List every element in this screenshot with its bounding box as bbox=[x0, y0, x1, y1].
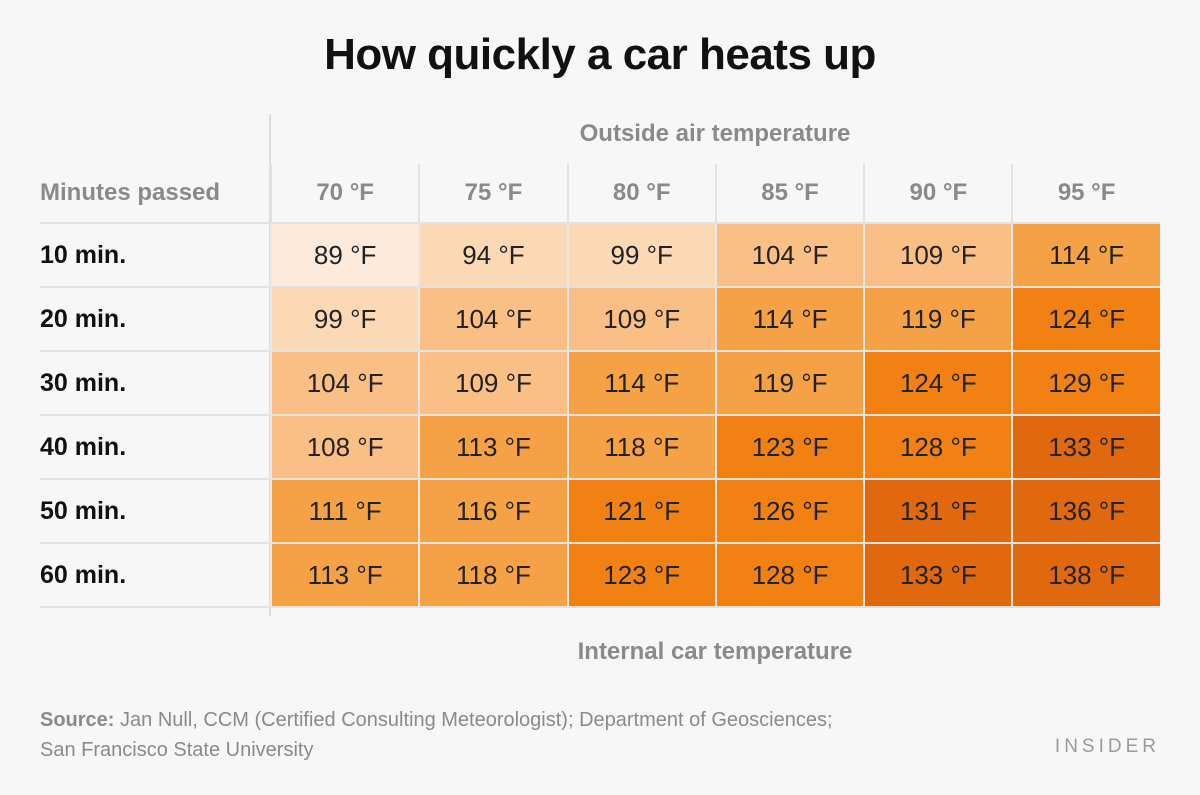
heatmap-cell: 114 °F bbox=[1011, 224, 1160, 286]
table-row: 20 min. 99 °F 104 °F 109 °F 114 °F 119 °F 124 … bbox=[40, 288, 1160, 352]
heatmap-table: Minutes passed 70 °F 75 °F 80 °F 85 °F 90 °F 9… bbox=[40, 164, 1160, 608]
table-row: 40 min. 108 °F 113 °F 118 °F 123 °F 128 °F 133… bbox=[40, 416, 1160, 480]
heatmap-cell: 109 °F bbox=[863, 224, 1012, 286]
chart-title: How quickly a car heats up bbox=[324, 30, 876, 79]
column-label: 85 °F bbox=[714, 164, 863, 222]
row-label: 60 min. bbox=[40, 560, 127, 589]
heatmap-cell: 126 °F bbox=[714, 480, 864, 542]
heatmap-cell: 109 °F bbox=[418, 352, 567, 414]
heatmap-cell: 119 °F bbox=[714, 352, 864, 414]
table-row: 30 min. 104 °F 109 °F 114 °F 119 °F 124 °F 129… bbox=[40, 352, 1160, 416]
source-note: Source: Jan Null, CCM (Certified Consult… bbox=[40, 705, 990, 765]
row-header: Minutes passed bbox=[40, 179, 221, 206]
heatmap-cell: 113 °F bbox=[418, 416, 567, 478]
heatmap-cell: 99 °F bbox=[566, 224, 715, 286]
insider-logo: INSIDER bbox=[1054, 736, 1160, 757]
heatmap-cell: 109 °F bbox=[566, 288, 715, 350]
table-row: 10 min. 89 °F 94 °F 99 °F 104 °F 109 °F 114 °F bbox=[40, 224, 1160, 288]
heatmap-cell: 99 °F bbox=[270, 288, 419, 350]
heatmap-cell: 108 °F bbox=[270, 416, 419, 478]
column-label: 80 °F bbox=[566, 164, 715, 222]
source-line1: Jan Null, CCM (Certified Consulting Mete… bbox=[114, 709, 833, 731]
heatmap-cell: 123 °F bbox=[566, 544, 715, 606]
heatmap-cell: 118 °F bbox=[418, 544, 567, 606]
heatmap-cell: 89 °F bbox=[270, 224, 419, 286]
heatmap-cell: 116 °F bbox=[418, 480, 567, 542]
row-label: 50 min. bbox=[40, 496, 127, 525]
heatmap-cell: 128 °F bbox=[863, 416, 1012, 478]
heatmap-cell: 128 °F bbox=[714, 544, 864, 606]
heatmap-cell: 124 °F bbox=[1011, 288, 1160, 350]
column-group-header: Outside air temperature bbox=[579, 120, 851, 147]
row-label: 30 min. bbox=[40, 368, 127, 397]
heatmap-cell: 136 °F bbox=[1011, 480, 1160, 542]
heatmap-cell: 123 °F bbox=[714, 416, 864, 478]
header-row: Minutes passed 70 °F 75 °F 80 °F 85 °F 90 °F 9… bbox=[40, 164, 1160, 224]
heatmap-cell: 104 °F bbox=[270, 352, 419, 414]
heatmap-cell: 113 °F bbox=[270, 544, 419, 606]
source-label: Source: bbox=[40, 709, 115, 731]
table-row: 60 min. 113 °F 118 °F 123 °F 128 °F 133 °F 138… bbox=[40, 544, 1160, 608]
heatmap-cell: 119 °F bbox=[863, 288, 1012, 350]
value-label: Internal car temperature bbox=[577, 638, 853, 665]
heatmap-cell: 133 °F bbox=[1011, 416, 1160, 478]
heatmap-cell: 114 °F bbox=[566, 352, 715, 414]
column-label: 75 °F bbox=[418, 164, 566, 222]
heatmap-cell: 129 °F bbox=[1011, 352, 1160, 414]
heatmap-cell: 121 °F bbox=[566, 480, 715, 542]
heatmap-cell: 133 °F bbox=[863, 544, 1012, 606]
heatmap-cell: 104 °F bbox=[714, 224, 864, 286]
heatmap-cell: 94 °F bbox=[418, 224, 567, 286]
column-label: 95 °F bbox=[1011, 164, 1159, 222]
column-label: 90 °F bbox=[863, 164, 1011, 222]
heatmap-cell: 138 °F bbox=[1011, 544, 1160, 606]
column-label: 70 °F bbox=[270, 164, 418, 222]
row-label: 10 min. bbox=[40, 240, 127, 269]
heatmap-cell: 124 °F bbox=[863, 352, 1012, 414]
heatmap-cell: 114 °F bbox=[714, 288, 864, 350]
row-label: 40 min. bbox=[40, 432, 127, 461]
heatmap-cell: 111 °F bbox=[270, 480, 419, 542]
heatmap-cell: 118 °F bbox=[566, 416, 715, 478]
heatmap-cell: 104 °F bbox=[418, 288, 567, 350]
source-line2: San Francisco State University bbox=[40, 739, 314, 761]
row-label: 20 min. bbox=[40, 304, 127, 333]
table-row: 50 min. 111 °F 116 °F 121 °F 126 °F 131 °F 136… bbox=[40, 480, 1160, 544]
heatmap-cell: 131 °F bbox=[863, 480, 1012, 542]
